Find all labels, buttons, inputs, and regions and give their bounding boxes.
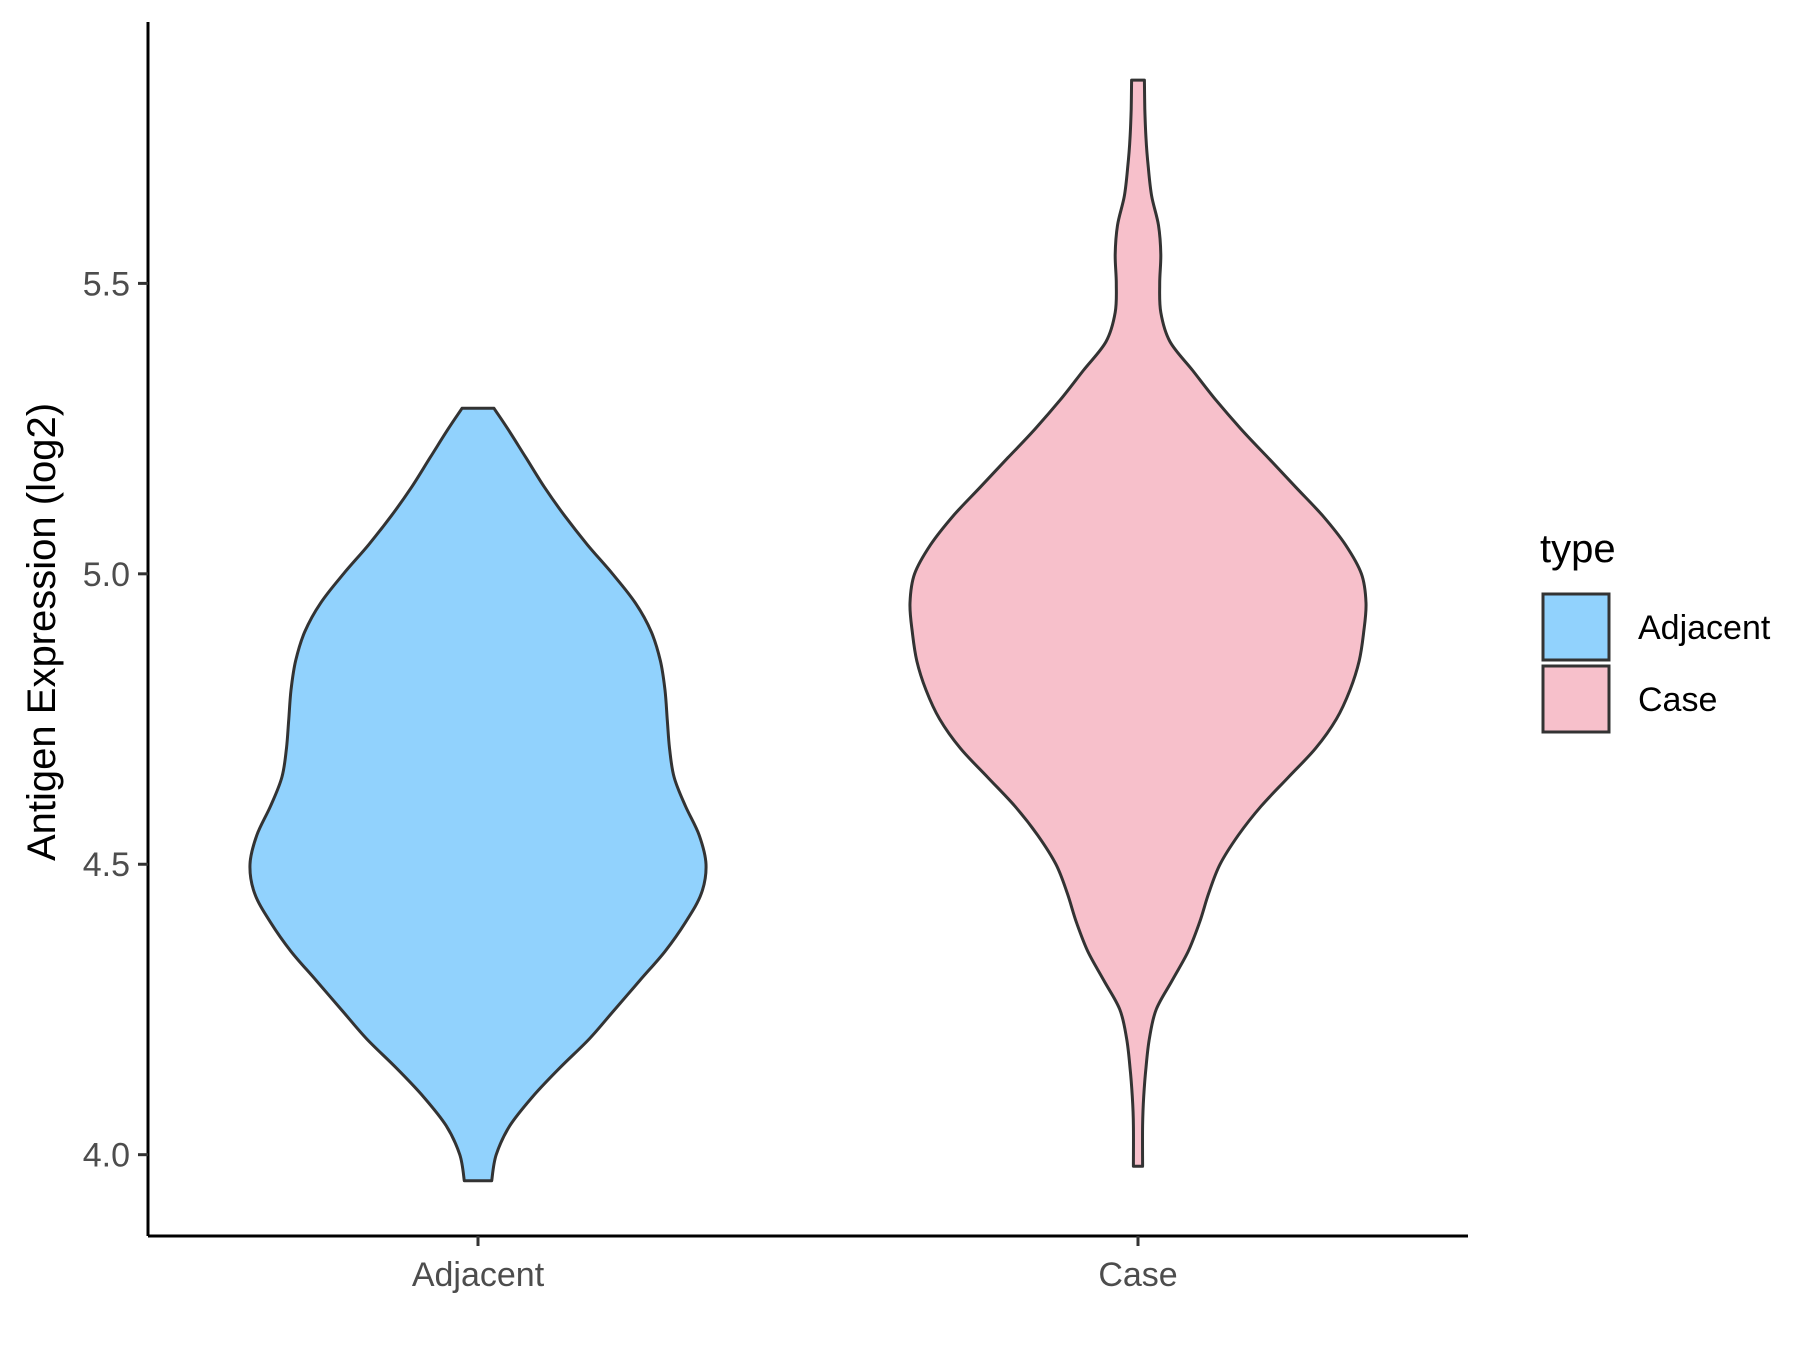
legend: type Adjacent Case (1540, 527, 1771, 734)
plot-area (248, 78, 1368, 1183)
x-tick-label: Case (1098, 1256, 1177, 1294)
legend-title: type (1540, 527, 1616, 571)
legend-key-adjacent (1541, 592, 1611, 662)
legend-label-adjacent: Adjacent (1638, 609, 1771, 647)
x-tick-label: Adjacent (412, 1256, 545, 1294)
legend-items: Adjacent Case (1541, 592, 1771, 734)
axes (146, 22, 1468, 1238)
y-tick-label: 4.5 (83, 846, 130, 884)
y-axis-title: Antigen Expression (log2) (20, 403, 64, 861)
legend-label-case: Case (1638, 681, 1717, 719)
violin-adjacent (248, 406, 708, 1183)
y-ticks: 4.0 4.5 5.0 5.5 (83, 265, 148, 1175)
x-ticks: Adjacent Case (412, 1236, 1178, 1294)
y-tick-label: 5.0 (83, 556, 130, 594)
violin-case (908, 78, 1368, 1168)
y-tick-label: 4.0 (83, 1137, 130, 1175)
y-tick-label: 5.5 (83, 265, 130, 303)
legend-key-case (1541, 664, 1611, 734)
